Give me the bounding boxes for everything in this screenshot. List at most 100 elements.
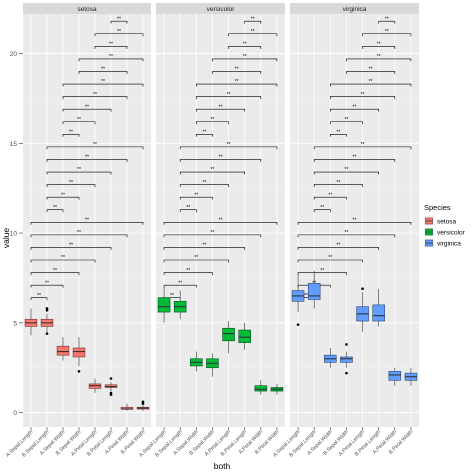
comparison-bracket <box>313 184 363 188</box>
comparison-bracket <box>297 259 363 263</box>
panel-strip <box>156 3 285 14</box>
panel-background <box>23 14 151 427</box>
significance-label: ** <box>93 142 97 148</box>
significance-label: ** <box>210 230 214 236</box>
significance-label: ** <box>344 117 348 123</box>
box-B.Petal.Length <box>372 288 385 327</box>
outlier-point <box>109 377 113 380</box>
legend-label: setosa <box>437 219 457 226</box>
legend-label: virginica <box>437 241 461 248</box>
significance-label: ** <box>85 104 89 110</box>
comparison-bracket <box>163 247 245 250</box>
box-body <box>222 327 235 342</box>
box-A.Petal.Width <box>120 403 134 411</box>
comparison-bracket <box>163 259 229 263</box>
significance-label: ** <box>353 217 357 223</box>
significance-label: ** <box>53 205 57 211</box>
significance-label: ** <box>219 217 223 223</box>
significance-label: ** <box>61 192 65 198</box>
significance-label: ** <box>361 92 365 98</box>
box-A.Petal.Length <box>88 378 102 393</box>
significance-label: ** <box>243 42 247 48</box>
comparison-bracket <box>212 71 262 74</box>
significance-label: ** <box>37 293 41 299</box>
legend-title: Species <box>424 203 451 212</box>
panels: setosa ** ** ** ** ** ** ** ** ** ** ** ** ** ** ** ** **… <box>5 3 419 459</box>
comparison-bracket <box>313 171 379 175</box>
significance-label: ** <box>61 255 65 261</box>
significance-label: ** <box>369 67 373 73</box>
significance-label: ** <box>336 243 340 249</box>
y-axis-label: value <box>1 228 11 249</box>
box-body <box>372 304 385 322</box>
comparison-bracket <box>62 108 112 112</box>
comparison-bracket <box>346 58 412 62</box>
panel-strip-label: setosa <box>77 6 97 13</box>
box-B.Sepal.Width <box>72 337 86 373</box>
box-B.Petal.Width <box>136 400 150 411</box>
legend: Species setosa versicolor virginica <box>424 203 466 248</box>
significance-label: ** <box>219 104 223 110</box>
box-body <box>340 356 353 363</box>
comparison-bracket <box>330 121 363 125</box>
comparison-bracket <box>46 146 144 150</box>
significance-label: ** <box>202 130 206 136</box>
y-axis: 0 5 10 15 20 <box>10 51 23 417</box>
comparison-bracket <box>313 146 412 150</box>
box-A.Petal.Length <box>356 287 369 332</box>
significance-label: ** <box>377 42 381 48</box>
y-tick-label: 20 <box>10 51 18 58</box>
comparison-bracket <box>378 20 396 24</box>
panel-background <box>290 14 419 427</box>
comparison-bracket <box>297 247 379 250</box>
box-A.Sepal.Length <box>157 286 171 323</box>
comparison-bracket <box>46 209 64 213</box>
legend-item-versicolor: versicolor <box>424 227 466 237</box>
box-body <box>388 371 402 381</box>
comparison-bracket <box>30 284 64 288</box>
comparison-bracket <box>196 134 213 137</box>
comparison-bracket <box>30 247 112 250</box>
box-B.Sepal.Length <box>307 270 321 309</box>
significance-label: ** <box>186 205 190 211</box>
box-A.Sepal.Width <box>190 351 203 372</box>
significance-label: ** <box>304 293 308 299</box>
panel-virginica: virginica ** ** ** ** ** ** ** ** ** ** ** ** ** ** ** *… <box>272 3 419 459</box>
comparison-bracket <box>62 134 80 137</box>
comparison-bracket <box>62 83 144 87</box>
significance-label: ** <box>336 130 340 136</box>
comparison-bracket <box>46 171 112 175</box>
panel-strip-label: versicolor <box>207 6 236 13</box>
significance-label: ** <box>377 54 381 60</box>
outlier-point <box>296 323 300 326</box>
comparison-bracket <box>330 83 412 87</box>
panel-setosa: setosa ** ** ** ** ** ** ** ** ** ** ** ** ** ** ** ** **… <box>5 3 151 459</box>
significance-label: ** <box>117 29 121 35</box>
significance-label: ** <box>69 243 73 249</box>
box-body <box>238 329 251 343</box>
significance-label: ** <box>344 230 348 236</box>
significance-label: ** <box>202 180 206 186</box>
box-A.Petal.Length <box>222 321 235 354</box>
comparison-bracket <box>297 234 396 238</box>
comparison-bracket <box>163 234 262 238</box>
comparison-bracket <box>313 209 331 213</box>
significance-label: ** <box>344 167 348 173</box>
x-axis-label: both <box>214 461 231 471</box>
significance-label: ** <box>227 142 231 148</box>
box-B.Sepal.Length <box>40 307 54 335</box>
significance-label: ** <box>353 104 357 110</box>
comparison-bracket <box>179 146 278 150</box>
comparison-bracket <box>46 184 96 188</box>
outlier-point <box>361 287 364 291</box>
box-B.Sepal.Width <box>206 353 219 377</box>
panel-versicolor: versicolor ** ** ** ** ** ** ** ** ** ** ** ** ** ** **… <box>138 3 285 459</box>
comparison-bracket <box>62 121 96 125</box>
comparison-bracket <box>46 196 80 200</box>
significance-label: ** <box>77 167 81 173</box>
significance-label: ** <box>235 67 239 73</box>
comparison-bracket <box>163 284 197 288</box>
significance-label: ** <box>320 268 324 274</box>
significance-label: ** <box>210 117 214 123</box>
